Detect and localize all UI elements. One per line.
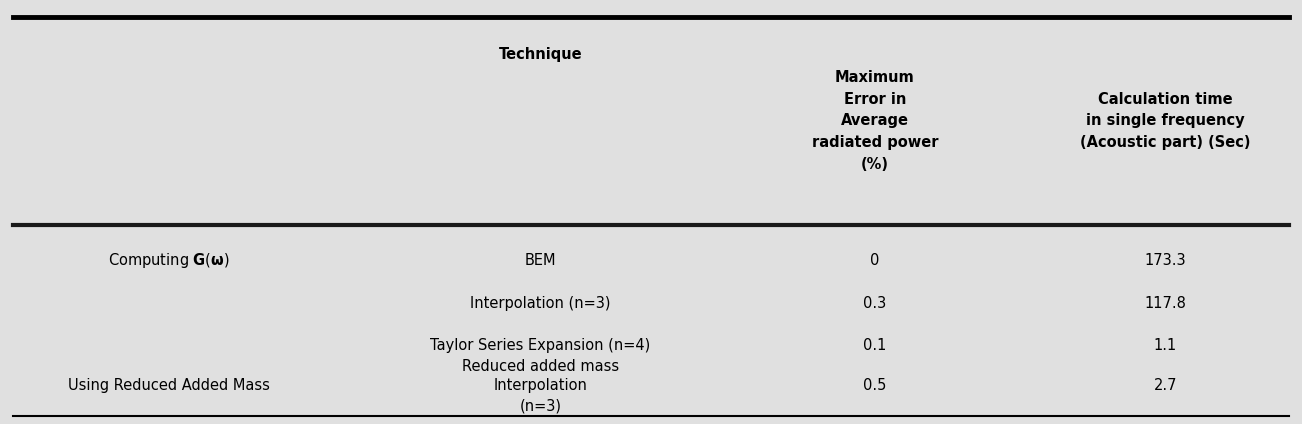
Text: Maximum
Error in
Average
radiated power
(%): Maximum Error in Average radiated power …: [811, 70, 939, 172]
Text: Technique: Technique: [499, 47, 582, 61]
Text: Using Reduced Added Mass: Using Reduced Added Mass: [68, 378, 271, 393]
Text: 0.1: 0.1: [863, 338, 887, 353]
Text: 0: 0: [870, 253, 880, 268]
Text: Taylor Series Expansion (n=4): Taylor Series Expansion (n=4): [430, 338, 651, 353]
Text: Interpolation (n=3): Interpolation (n=3): [470, 296, 611, 311]
Text: Computing $\mathbf{G}$($\mathbf{\omega}$): Computing $\mathbf{G}$($\mathbf{\omega}$…: [108, 251, 230, 270]
Text: 173.3: 173.3: [1144, 253, 1186, 268]
Text: 1.1: 1.1: [1154, 338, 1177, 353]
Text: 0.5: 0.5: [863, 378, 887, 393]
Text: BEM: BEM: [525, 253, 556, 268]
Text: 117.8: 117.8: [1144, 296, 1186, 311]
Text: 2.7: 2.7: [1154, 378, 1177, 393]
Text: 0.3: 0.3: [863, 296, 887, 311]
Text: Reduced added mass
Interpolation
(n=3): Reduced added mass Interpolation (n=3): [462, 359, 618, 413]
Text: Calculation time
in single frequency
(Acoustic part) (Sec): Calculation time in single frequency (Ac…: [1081, 92, 1250, 150]
